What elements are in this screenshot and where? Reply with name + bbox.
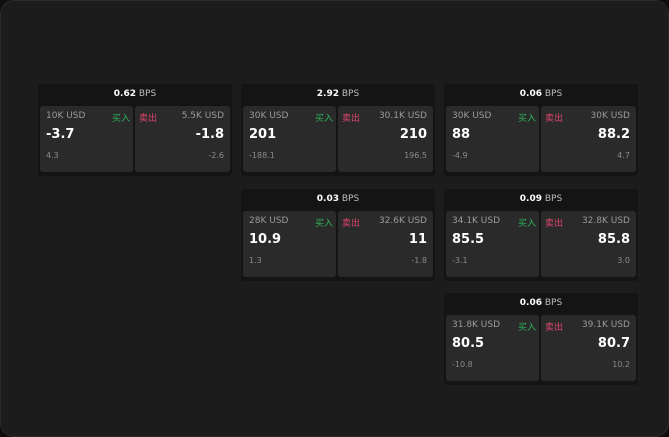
ask-delta: -2.6 [208,151,224,160]
spread-header: 0.62 BPS [38,84,232,105]
bid-delta: -3.1 [452,256,468,265]
sell-label: 卖出 [342,114,361,124]
spread-value: 0.06 [519,298,542,308]
spread-unit: BPS [544,194,563,204]
sell-label: 卖出 [139,114,158,124]
spread-header: 0.09 BPS [444,189,638,210]
spread-value: 0.03 [316,194,339,204]
sell-label: 卖出 [545,114,564,124]
spread-unit: BPS [544,89,563,99]
spread-value: 0.62 [113,89,136,99]
spread-value: 2.92 [316,89,339,99]
sell-label: 卖出 [342,219,361,229]
bid-delta: 4.3 [46,151,59,160]
buy-label: 买入 [314,114,333,124]
buy-cell[interactable]: 30K USD 买入 201 -188.1 [243,106,336,172]
bid-delta: -10.8 [452,360,473,369]
quote-widget: 0.09 BPS 34.1K USD 买入 85.5 -3.1 32.8K US… [444,189,638,281]
buy-label: 买入 [517,323,536,333]
buy-label: 买入 [517,114,536,124]
sell-cell[interactable]: 5.5K USD 卖出 -1.8 -2.6 [135,106,230,172]
sell-cell[interactable]: 32.6K USD 卖出 11 -1.8 [338,211,433,277]
ask-price: 80.7 [597,336,630,351]
buy-label: 买入 [111,114,130,124]
bid-size: 28K USD [249,216,289,226]
sell-label: 卖出 [545,323,564,333]
buy-cell[interactable]: 30K USD 买入 88 -4.9 [446,106,539,172]
spread-unit: BPS [341,194,360,204]
ask-price: 85.8 [597,232,630,247]
ask-delta: 196.5 [404,151,427,160]
bid-size: 34.1K USD [452,216,501,226]
bid-price: 85.5 [452,232,485,247]
ask-size: 30K USD [590,111,630,121]
buy-cell[interactable]: 31.8K USD 买入 80.5 -10.8 [446,315,539,381]
spread-unit: BPS [341,89,360,99]
ask-price: 88.2 [597,127,630,142]
ask-delta: 3.0 [617,256,630,265]
bid-delta: 1.3 [249,256,262,265]
spread-header: 0.06 BPS [444,84,638,105]
ask-delta: -1.8 [411,256,427,265]
ask-delta: 10.2 [612,360,630,369]
bid-delta: -188.1 [249,151,275,160]
ask-size: 30.1K USD [378,111,427,121]
sell-cell[interactable]: 30K USD 卖出 88.2 4.7 [541,106,636,172]
spread-header: 0.03 BPS [241,189,435,210]
sell-cell[interactable]: 30.1K USD 卖出 210 196.5 [338,106,433,172]
spread-header: 2.92 BPS [241,84,435,105]
bid-price: 88 [452,127,471,142]
ask-price: -1.8 [195,127,224,142]
spread-unit: BPS [544,298,563,308]
ask-size: 5.5K USD [181,111,224,121]
bid-size: 30K USD [249,111,289,121]
buy-cell[interactable]: 10K USD 买入 -3.7 4.3 [40,106,133,172]
buy-label: 买入 [314,219,333,229]
bid-price: 201 [249,127,277,142]
buy-cell[interactable]: 28K USD 买入 10.9 1.3 [243,211,336,277]
ask-price: 210 [399,127,427,142]
spread-value: 0.09 [519,194,542,204]
ask-size: 32.6K USD [378,216,427,226]
quote-widget: 2.92 BPS 30K USD 买入 201 -188.1 30.1K USD… [241,84,435,176]
ask-price: 11 [408,232,427,247]
buy-cell[interactable]: 34.1K USD 买入 85.5 -3.1 [446,211,539,277]
sell-cell[interactable]: 39.1K USD 卖出 80.7 10.2 [541,315,636,381]
bid-price: -3.7 [46,127,75,142]
ask-size: 32.8K USD [581,216,630,226]
spread-header: 0.06 BPS [444,293,638,314]
ask-size: 39.1K USD [581,320,630,330]
spread-value: 0.06 [519,89,542,99]
bid-size: 31.8K USD [452,320,501,330]
spread-unit: BPS [138,89,157,99]
buy-label: 买入 [517,219,536,229]
bid-size: 10K USD [46,111,86,121]
bid-price: 80.5 [452,336,485,351]
bid-delta: -4.9 [452,151,468,160]
bid-price: 10.9 [249,232,282,247]
quote-widget: 0.06 BPS 30K USD 买入 88 -4.9 30K USD 卖出 8… [444,84,638,176]
quote-widget: 0.62 BPS 10K USD 买入 -3.7 4.3 5.5K USD 卖出… [38,84,232,176]
sell-cell[interactable]: 32.8K USD 卖出 85.8 3.0 [541,211,636,277]
sell-label: 卖出 [545,219,564,229]
quote-widget: 0.06 BPS 31.8K USD 买入 80.5 -10.8 39.1K U… [444,293,638,385]
bid-size: 30K USD [452,111,492,121]
quote-widget: 0.03 BPS 28K USD 买入 10.9 1.3 32.6K USD 卖… [241,189,435,281]
ask-delta: 4.7 [617,151,630,160]
